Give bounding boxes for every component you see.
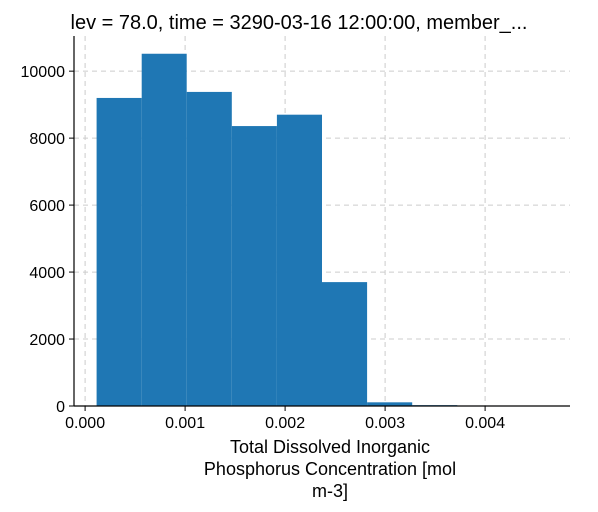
y-tick-label: 0 [56, 399, 65, 416]
histogram-bar [276, 114, 322, 407]
histogram-bar [141, 53, 187, 406]
y-tick-label: 10000 [21, 64, 66, 81]
x-tick-label: 0.001 [165, 415, 205, 432]
x-tick-label: 0.003 [365, 415, 405, 432]
x-axis-label-line-3: m-3] [312, 481, 348, 501]
chart-title: lev = 78.0, time = 3290-03-16 12:00:00, … [70, 12, 528, 34]
histogram-bar [186, 91, 232, 406]
histogram-bar [322, 282, 368, 406]
y-tick-label: 8000 [29, 131, 65, 148]
histogram-bar [96, 97, 142, 406]
histogram-bar [367, 402, 413, 406]
histogram-bar [231, 126, 277, 407]
x-tick-label: 0.000 [65, 415, 105, 432]
y-tick-label: 2000 [29, 332, 65, 349]
x-tick-label: 0.004 [465, 415, 505, 432]
x-axis-label: Total Dissolved Inorganic Phosphorus Con… [160, 436, 500, 502]
y-tick-label: 6000 [29, 198, 65, 215]
x-axis-label-line-1: Total Dissolved Inorganic [229, 437, 431, 457]
y-tick-label: 4000 [29, 265, 65, 282]
bars-layer [96, 53, 548, 407]
axes-layer: 0.000 0.001 0.002 0.003 0.004 0 2000 4000 6000 80… [21, 36, 570, 432]
x-axis-label-line-2: Phosphorus Concentration [mol [203, 459, 457, 479]
x-tick-label: 0.002 [265, 415, 305, 432]
